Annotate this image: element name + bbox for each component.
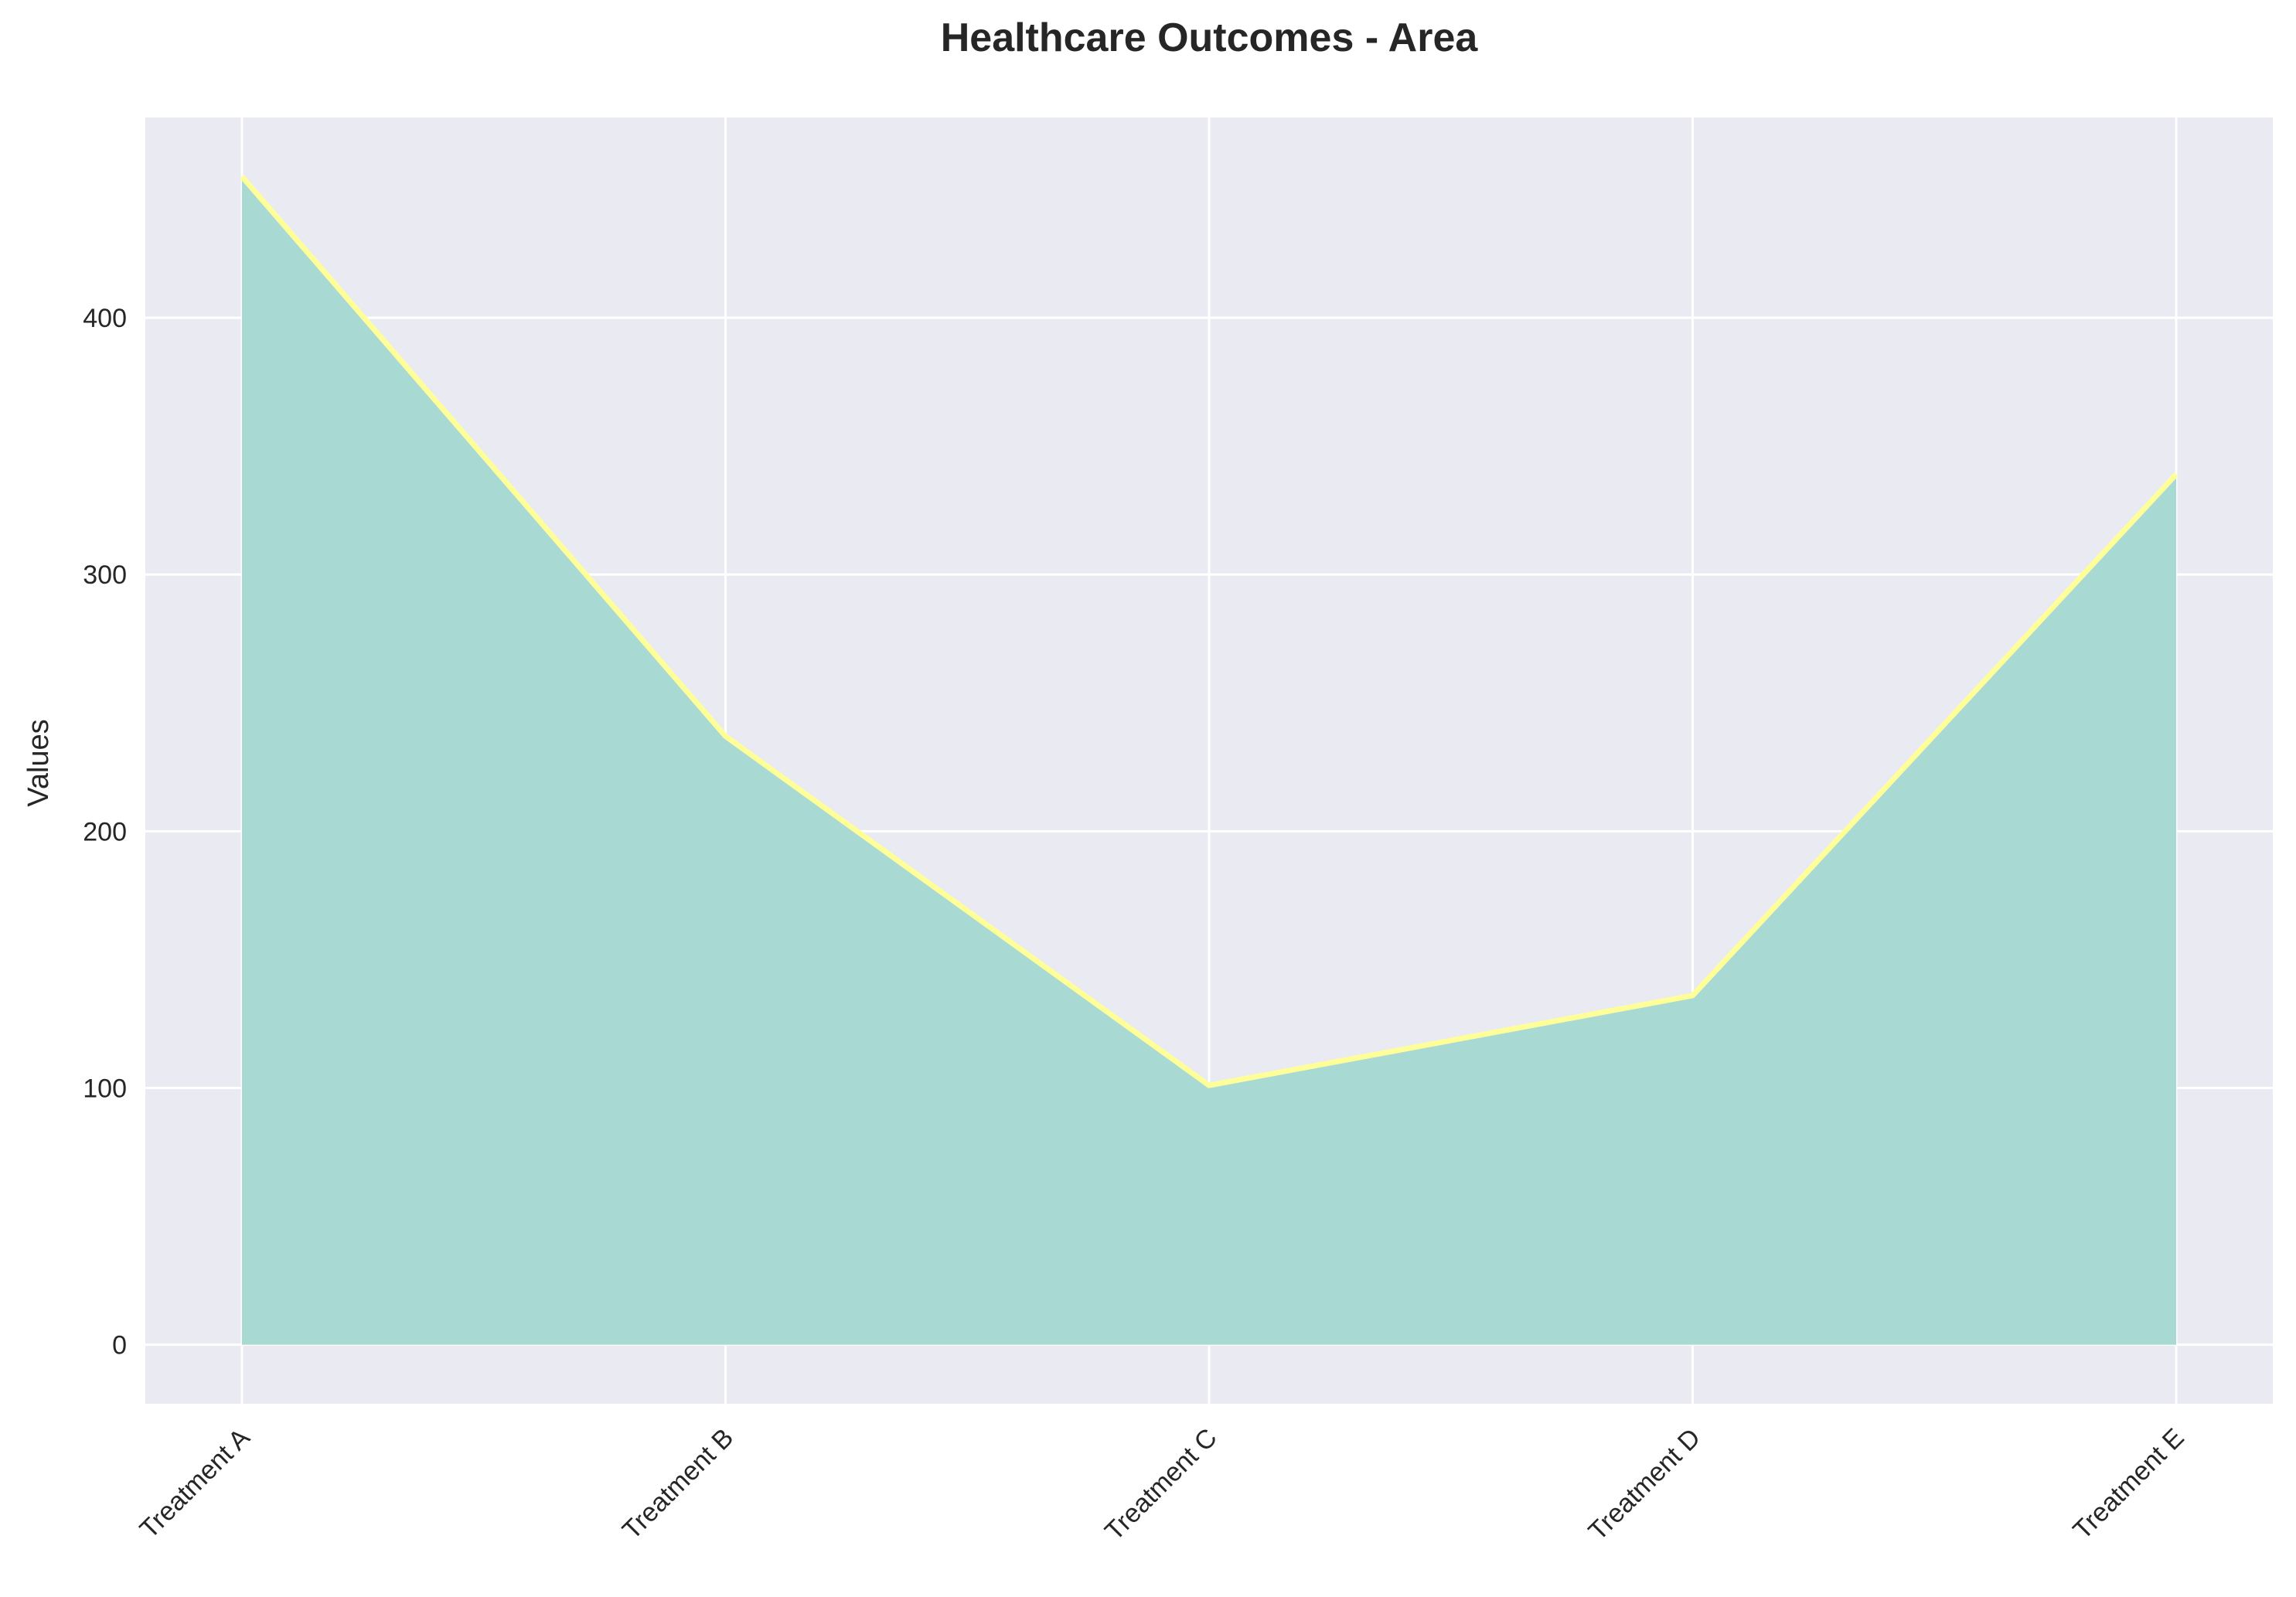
y-tick-label: 100 <box>83 1074 127 1103</box>
y-tick-label: 0 <box>112 1331 127 1360</box>
area-fill <box>242 176 2176 1345</box>
data-point <box>241 175 243 177</box>
chart-title: Healthcare Outcomes - Area <box>941 15 1479 60</box>
data-point <box>1208 1085 1210 1086</box>
data-point <box>2175 474 2177 475</box>
area-series <box>240 175 2178 1345</box>
area-line <box>240 175 2178 1088</box>
y-tick-label: 200 <box>83 817 127 846</box>
y-axis-label: Values <box>22 719 55 806</box>
y-tick-label: 300 <box>83 560 127 590</box>
y-tick-label: 400 <box>83 304 127 333</box>
data-point <box>1692 995 1694 996</box>
data-point <box>725 735 727 737</box>
